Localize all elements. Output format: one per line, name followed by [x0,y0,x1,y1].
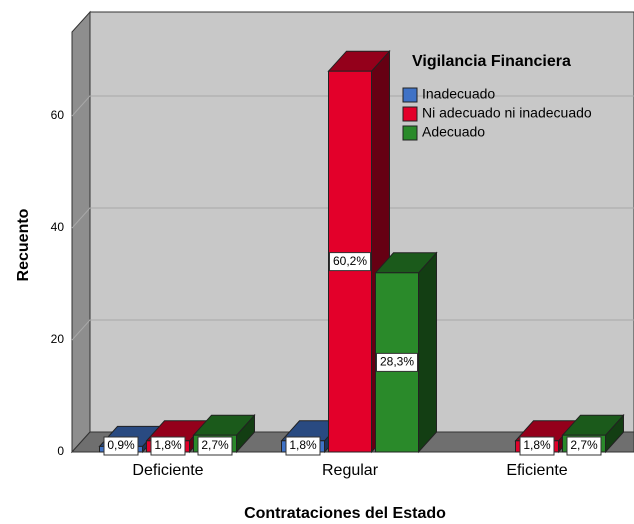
value-label-box [103,436,139,456]
x-tick-label: Deficiente [132,462,203,479]
side-wall [71,10,91,454]
value-label-box [197,436,233,456]
value-label: 2,7% [201,438,229,452]
value-label: 1,8% [523,438,551,452]
grid-line [71,319,634,341]
legend-swatch [402,106,418,122]
value-label-box [285,436,321,456]
value-label: 2,7% [570,438,598,452]
x-tick-label: Regular [322,462,379,479]
grid: 0 20 40 60 [51,95,634,458]
value-label: 1,8% [289,438,317,452]
legend-label: Adecuado [422,124,485,140]
grid-line [71,95,634,117]
y-tick-label: 0 [57,444,64,458]
value-label: 0,9% [107,438,135,452]
value-label-box [329,252,371,272]
value-label: 28,3% [380,355,414,369]
value-label-box [150,436,186,456]
legend-swatch [402,87,418,103]
legend: Inadecuado Ni adecuado ni inadecuado Adecu… [402,86,592,141]
bars: 0,9% 1,8% 1,8% 60,2% 1,8% 2,7% 28,3% 2,7% [98,49,625,456]
y-tick-label: 60 [51,108,65,122]
value-label-box [376,352,418,372]
y-tick-label: 20 [51,332,65,346]
y-tick-label: 40 [51,220,65,234]
grid-line [71,207,634,229]
value-label-box [519,436,555,456]
bar-side [418,251,437,454]
legend-label: Inadecuado [422,86,495,102]
legend-swatch [402,125,418,141]
value-label-box [566,436,602,456]
value-label: 60,2% [333,254,367,268]
x-tick-label: Eficiente [506,462,567,479]
legend-title: Vigilancia Financiera [412,53,571,70]
legend-label: Ni adecuado ni inadecuado [422,105,592,121]
value-label: 1,8% [154,438,182,452]
x-axis-label: Contrataciones del Estado [244,505,446,522]
y-axis-label: Recuento [15,208,32,281]
